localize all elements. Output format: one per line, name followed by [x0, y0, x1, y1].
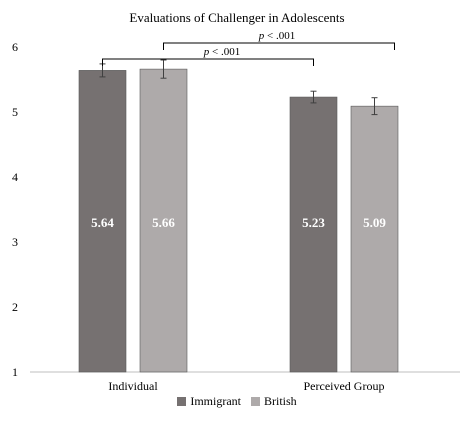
y-tick-label-2: 2 — [12, 300, 18, 314]
data-label-immigrant-individual: 5.64 — [91, 215, 114, 230]
legend-item-british: British — [250, 394, 297, 409]
significance-bracket-1 — [102, 58, 314, 66]
significance-bracket-2 — [163, 42, 395, 50]
y-tick-label-1: 1 — [12, 365, 18, 379]
significance-label-1: p < .001 — [203, 46, 240, 58]
bar-british-individual — [139, 68, 188, 373]
y-tick-label-6: 6 — [12, 40, 18, 54]
y-tick-label-3: 3 — [12, 235, 18, 249]
chart-title: Evaluations of Challenger in Adolescents — [129, 10, 345, 25]
legend-label-immigrant: Immigrant — [190, 394, 241, 408]
data-label-british-perceived-group: 5.09 — [363, 215, 386, 230]
x-tick-label-individual: Individual — [108, 379, 158, 393]
legend-swatch-british — [250, 397, 260, 406]
data-label-british-individual: 5.66 — [152, 215, 175, 230]
bar-immigrant-perceived-group — [289, 96, 338, 373]
bar-british-perceived-group — [350, 105, 399, 373]
data-label-immigrant-perceived-group: 5.23 — [302, 215, 325, 230]
chart-legend: Immigrant British — [0, 394, 474, 409]
y-tick-label-4: 4 — [12, 170, 18, 184]
significance-label-2: p < .001 — [258, 30, 295, 42]
legend-swatch-immigrant — [177, 397, 187, 406]
x-tick-label-perceived-group: Perceived Group — [304, 379, 385, 393]
y-tick-label-5: 5 — [12, 105, 18, 119]
bar-immigrant-individual — [78, 70, 127, 373]
legend-label-british: British — [263, 394, 297, 408]
legend-item-immigrant: Immigrant — [177, 394, 241, 409]
